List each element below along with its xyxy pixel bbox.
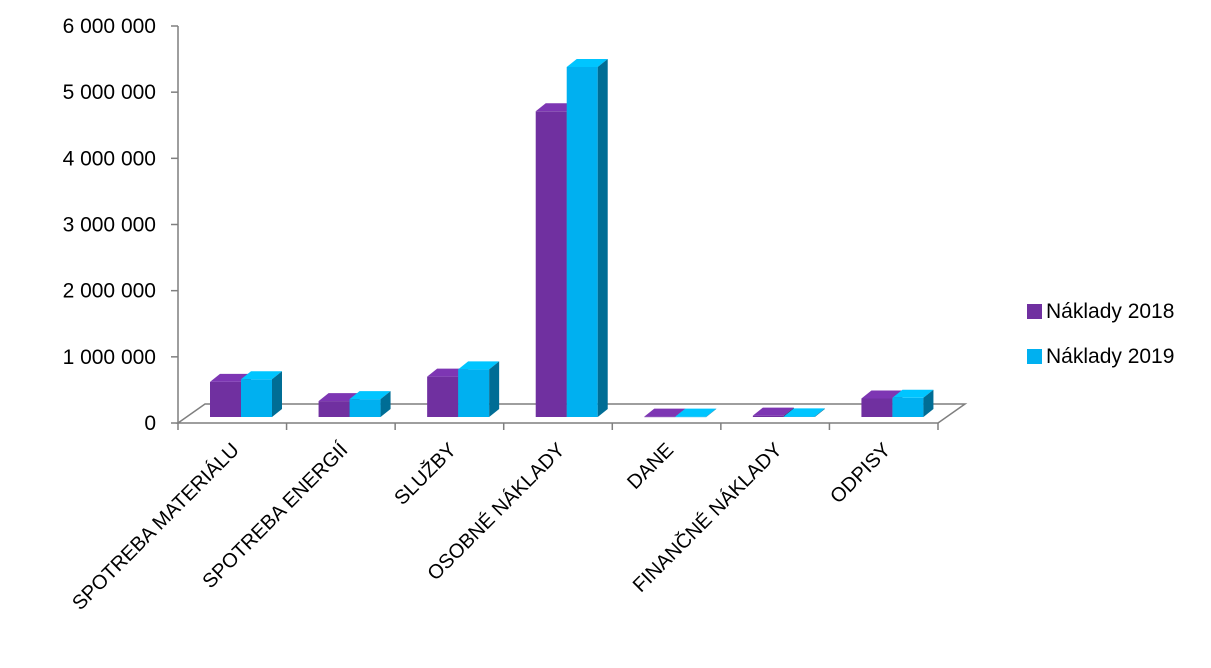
- bar-top: [892, 389, 934, 398]
- bar-2019-0: [241, 371, 282, 417]
- legend: Náklady 2018 Náklady 2019: [1027, 300, 1174, 368]
- bar-top: [535, 103, 577, 112]
- y-tick-label: 1 000 000: [63, 346, 156, 369]
- legend-label: Náklady 2018: [1046, 300, 1174, 323]
- bar-2019-1: [349, 391, 391, 417]
- bar-2019-3: [566, 58, 608, 417]
- y-tick-label: 4 000 000: [63, 147, 156, 170]
- floor-plane: [175, 403, 968, 424]
- bar-front: [318, 401, 350, 417]
- bar-front: [241, 379, 272, 417]
- bar-top: [861, 390, 903, 399]
- bar-top: [427, 368, 469, 377]
- bar-top: [566, 58, 608, 67]
- bar-2019-5: [783, 408, 825, 417]
- bar-side: [272, 371, 282, 417]
- bar-top: [644, 408, 686, 417]
- bar-front: [349, 399, 381, 417]
- bar-side: [706, 408, 717, 417]
- legend-label: Náklady 2019: [1046, 345, 1174, 368]
- bar-front: [752, 415, 784, 417]
- bar-front: [458, 369, 490, 417]
- bar-2019-2: [458, 361, 500, 417]
- bar-front: [535, 111, 567, 417]
- bar-front: [427, 376, 459, 417]
- bar-top: [241, 371, 282, 380]
- bar-side: [380, 391, 391, 417]
- x-category-label: DANE: [623, 439, 678, 494]
- bars: [210, 58, 934, 418]
- bar-front: [892, 397, 924, 417]
- bar-top: [458, 361, 500, 370]
- legend-swatch: [1027, 349, 1042, 364]
- bar-front: [644, 416, 676, 418]
- bar-side: [814, 408, 825, 417]
- y-tick-label: 5 000 000: [63, 81, 156, 104]
- bar-2019-4: [675, 408, 717, 418]
- bar-side: [923, 389, 934, 417]
- bar-top: [752, 407, 794, 416]
- y-tick-label: 2 000 000: [63, 280, 156, 303]
- bar-2019-6: [892, 389, 934, 417]
- x-category-label: ODPISY: [826, 439, 895, 508]
- y-tick-label: 6 000 000: [63, 15, 156, 38]
- bar-front: [210, 381, 241, 417]
- y-tick-label: 3 000 000: [63, 214, 156, 237]
- bar-top: [783, 408, 825, 417]
- bar-front: [566, 66, 598, 417]
- legend-swatch: [1027, 304, 1042, 319]
- bar-side: [489, 361, 500, 417]
- bar-top: [318, 393, 360, 402]
- bar-top: [675, 408, 717, 417]
- bar-side: [597, 58, 608, 417]
- bar-front: [675, 416, 707, 418]
- bar-top: [349, 391, 391, 400]
- axes: 0 1 000 000 2 000 000 3 000 000 4 000 000 5 0…: [63, 15, 968, 435]
- bar-front: [783, 416, 815, 417]
- bar-front: [861, 398, 893, 417]
- bar-top: [210, 373, 251, 382]
- x-category-label: SLUŽBY: [390, 438, 461, 509]
- y-tick-label: 0: [144, 412, 156, 435]
